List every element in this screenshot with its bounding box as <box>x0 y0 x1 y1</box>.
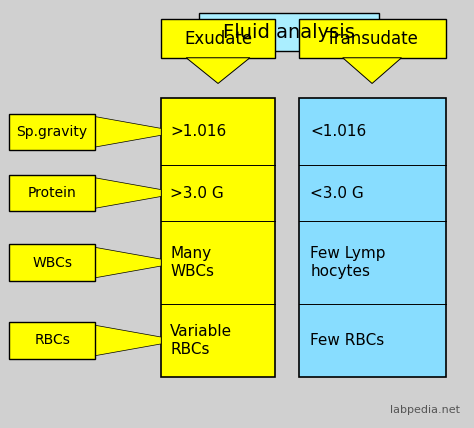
Text: RBCs: RBCs <box>34 333 70 348</box>
Polygon shape <box>95 325 161 356</box>
Text: Many
WBCs: Many WBCs <box>170 247 214 279</box>
Text: Protein: Protein <box>28 186 76 200</box>
Text: labpedia.net: labpedia.net <box>390 405 460 415</box>
Text: >3.0 G: >3.0 G <box>170 185 224 201</box>
Polygon shape <box>343 58 401 83</box>
Text: Few Lymp
hocytes: Few Lymp hocytes <box>310 247 386 279</box>
Text: Few RBCs: Few RBCs <box>310 333 384 348</box>
Text: <1.016: <1.016 <box>310 124 366 140</box>
Polygon shape <box>95 247 161 278</box>
Text: Fluid analysis: Fluid analysis <box>223 23 355 42</box>
Text: Transudate: Transudate <box>326 30 418 48</box>
Text: >1.016: >1.016 <box>170 124 227 140</box>
FancyBboxPatch shape <box>299 98 446 377</box>
Text: WBCs: WBCs <box>32 256 72 270</box>
Polygon shape <box>186 58 250 83</box>
FancyBboxPatch shape <box>9 175 95 211</box>
FancyBboxPatch shape <box>299 19 446 58</box>
Polygon shape <box>95 178 161 208</box>
FancyBboxPatch shape <box>199 13 379 51</box>
FancyBboxPatch shape <box>9 244 95 281</box>
Text: Sp.gravity: Sp.gravity <box>17 125 88 139</box>
Text: <3.0 G: <3.0 G <box>310 185 364 201</box>
FancyBboxPatch shape <box>9 113 95 150</box>
Polygon shape <box>95 116 161 147</box>
FancyBboxPatch shape <box>9 322 95 359</box>
Text: Exudate: Exudate <box>184 30 252 48</box>
FancyBboxPatch shape <box>161 19 275 58</box>
Text: Variable
RBCs: Variable RBCs <box>170 324 232 357</box>
FancyBboxPatch shape <box>161 98 275 377</box>
